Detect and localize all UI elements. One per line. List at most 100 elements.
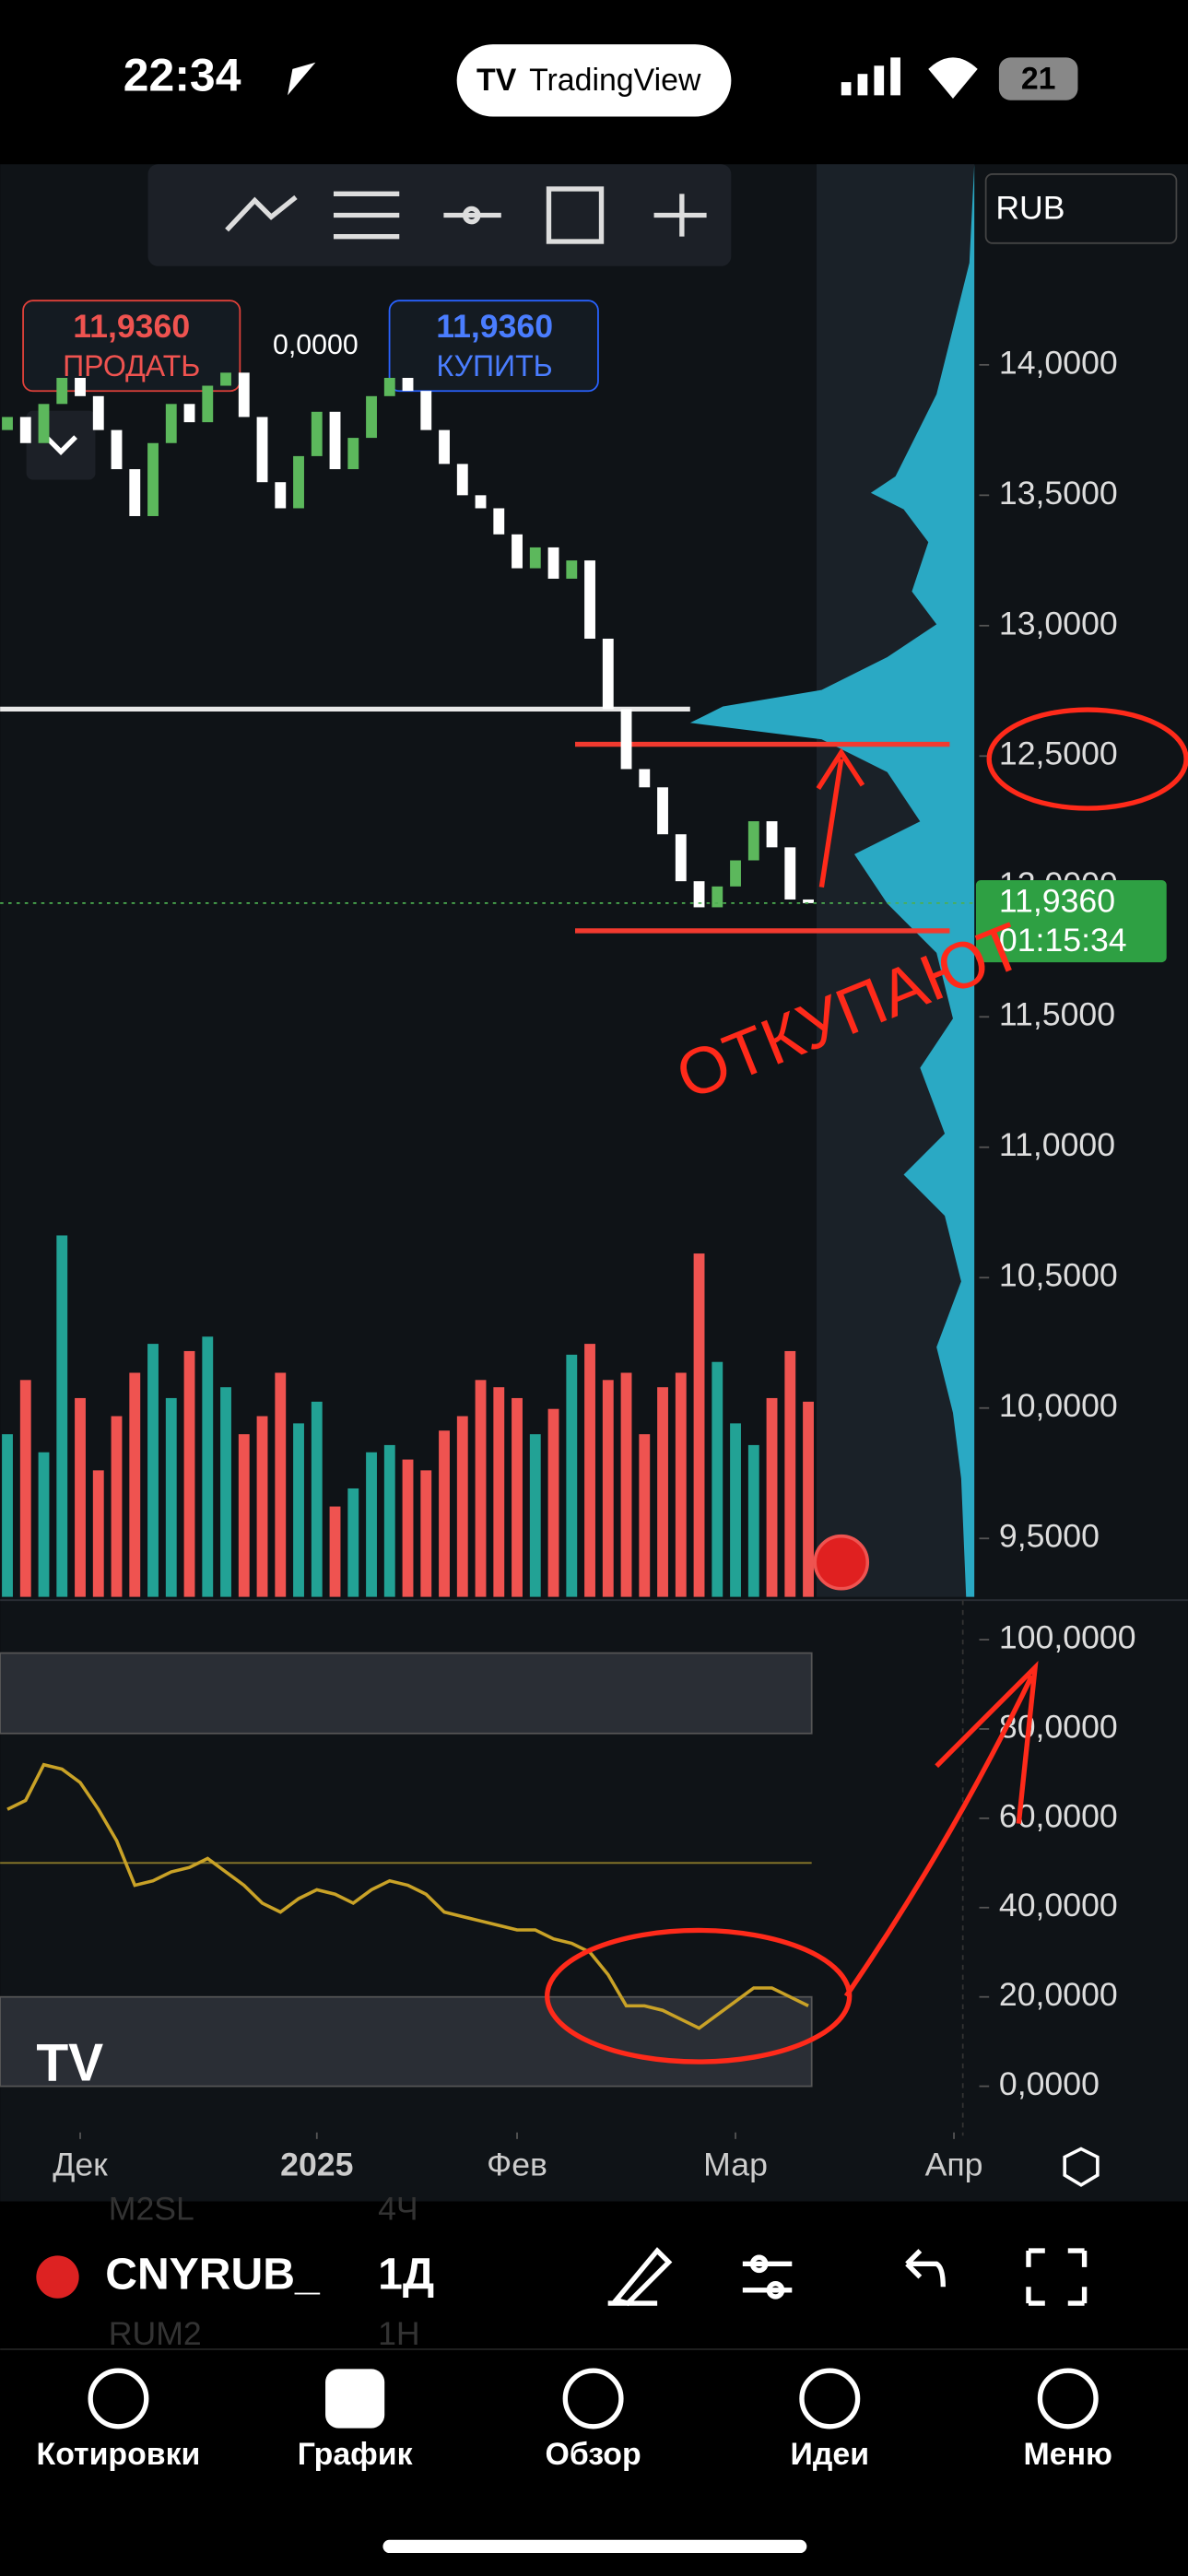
candle: [147, 442, 159, 516]
candle: [256, 417, 268, 483]
volume-bar: [712, 1361, 723, 1597]
volume-bar: [512, 1397, 523, 1597]
oscillator-band: [0, 1995, 813, 2088]
volume-bar: [493, 1387, 505, 1597]
volume-bar: [747, 1444, 759, 1597]
countdown: 01:15:34: [999, 922, 1127, 959]
volume-bar: [220, 1387, 231, 1597]
nav-label: Котировки: [37, 2437, 201, 2472]
symbol[interactable]: CNYRUB_: [105, 2249, 321, 2299]
app-pill[interactable]: [456, 44, 732, 117]
nav-icon: [1037, 2368, 1099, 2429]
tv-logo: TV: [476, 63, 517, 98]
y-tick-label: 10,0000: [999, 1387, 1118, 1424]
candle: [547, 547, 559, 579]
volume-bar: [329, 1506, 341, 1597]
nav-label: Обзор: [546, 2437, 641, 2472]
candle: [420, 391, 432, 430]
candle: [183, 404, 195, 423]
candle: [766, 821, 778, 848]
app-name: TradingView: [529, 63, 701, 98]
candle: [784, 847, 796, 900]
candle: [111, 429, 123, 470]
y-tick-label: 12,5000: [999, 735, 1118, 772]
settings-icon[interactable]: [1063, 2147, 1100, 2187]
sell-button[interactable]: [22, 300, 241, 393]
spread: 0,0000: [273, 330, 359, 360]
interval[interactable]: 1Д: [378, 2249, 434, 2299]
volume-bar: [92, 1470, 104, 1597]
volume-bar: [620, 1372, 632, 1597]
currency-select[interactable]: [984, 173, 1178, 244]
arrow-up: [843, 1661, 1039, 1998]
osc-y-tick-label: 20,0000: [999, 1976, 1118, 2013]
nav-item[interactable]: Котировки: [37, 2368, 201, 2472]
nav-label: Меню: [1024, 2437, 1112, 2472]
candle: [475, 495, 487, 509]
chart-layer: 14,000013,500013,000012,500012,000011,50…: [0, 344, 1167, 2183]
volume-profile: [689, 164, 975, 1597]
candle: [512, 534, 523, 569]
volume-bar: [238, 1434, 250, 1597]
ghost-symbol: RUM2: [109, 2315, 202, 2352]
candle: [675, 834, 687, 882]
volume-bar: [347, 1488, 359, 1597]
tv-watermark: TV: [36, 2033, 103, 2092]
collapse-button[interactable]: [26, 410, 96, 480]
candle: [566, 560, 578, 579]
wifi-icon: [928, 57, 978, 99]
nav-item[interactable]: Меню: [1024, 2368, 1112, 2472]
candle: [620, 709, 632, 770]
candle: [803, 899, 814, 903]
candle: [293, 455, 304, 509]
nav-icon: [799, 2368, 861, 2429]
y-tick-label: 13,0000: [999, 605, 1118, 641]
volume-bar: [475, 1380, 487, 1597]
volume-bar: [165, 1397, 177, 1597]
volume-bar: [183, 1350, 195, 1597]
osc-y-tick-label: 100,0000: [999, 1618, 1136, 1655]
candle: [584, 560, 595, 639]
buy-button[interactable]: [388, 300, 599, 393]
drawing-tools[interactable]: [225, 186, 707, 244]
candle: [402, 378, 414, 392]
volume-bar: [584, 1344, 595, 1597]
nav-item[interactable]: График: [298, 2369, 413, 2472]
candle: [311, 411, 323, 456]
x-tick-label: Фев: [487, 2147, 547, 2183]
candle: [202, 385, 214, 423]
y-tick-label: 13,5000: [999, 475, 1118, 512]
volume-bar: [529, 1434, 541, 1597]
candle: [220, 372, 231, 386]
volume-bar: [111, 1416, 123, 1597]
candle: [493, 508, 505, 535]
candle: [92, 395, 104, 430]
osc-y-tick-label: 60,0000: [999, 1797, 1118, 1834]
nav-label: График: [298, 2437, 413, 2472]
x-tick-label: 2025: [280, 2147, 353, 2183]
toolbar-icons[interactable]: [607, 2247, 1088, 2307]
buy-price: 11,9360: [436, 308, 553, 345]
nav-item[interactable]: Идеи: [791, 2368, 869, 2472]
volume-bar: [293, 1423, 304, 1597]
sell-label: ПРОДАТЬ: [63, 349, 200, 382]
last-price-label: 11,9360: [999, 882, 1115, 919]
candle: [366, 395, 377, 439]
clock: 22:34: [124, 50, 241, 101]
nav-item[interactable]: Обзор: [546, 2368, 641, 2472]
volume-bar: [602, 1380, 614, 1597]
volume-bar: [439, 1430, 450, 1597]
candle: [238, 372, 250, 418]
x-tick-label: Мар: [703, 2147, 768, 2183]
nav-icon: [88, 2368, 149, 2429]
volume-bar: [383, 1444, 395, 1597]
x-tick-label: Апр: [925, 2147, 983, 2183]
x-tick-label: Дек: [53, 2147, 108, 2183]
nav-icon: [562, 2368, 624, 2429]
volume-bar: [256, 1416, 268, 1597]
candle: [602, 638, 614, 710]
y-tick-label: 11,0000: [999, 1126, 1115, 1163]
volume-bar: [2, 1434, 13, 1597]
nav-label: Идеи: [791, 2437, 869, 2472]
